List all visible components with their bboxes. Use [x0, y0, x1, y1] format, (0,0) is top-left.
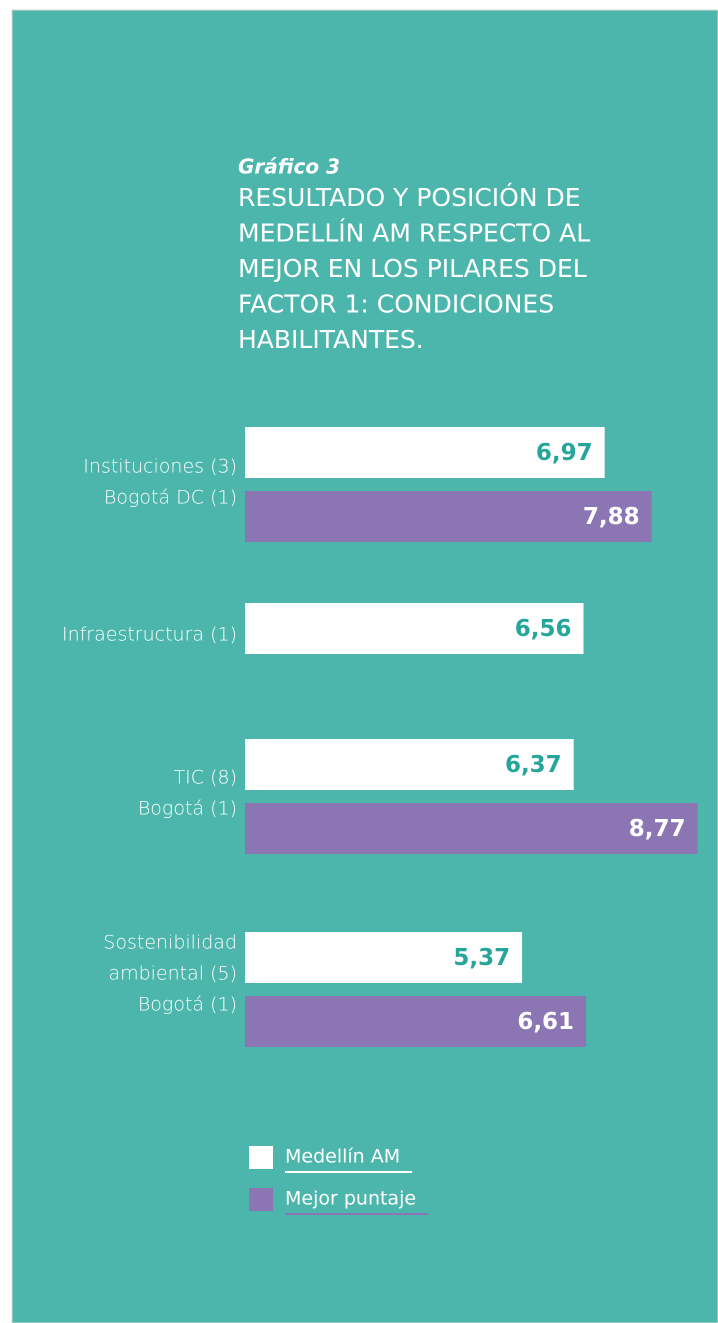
chart-title: HABILITANTES. [238, 325, 424, 354]
category-label: Instituciones (3) [83, 456, 237, 478]
chart-title: FACTOR 1: CONDICIONES [238, 290, 554, 319]
chart-subtitle: Gráfico 3 [238, 155, 340, 179]
chart-title: MEDELLÍN AM RESPECTO AL [238, 219, 590, 248]
data-label: 8,77 [629, 816, 686, 842]
bar [245, 803, 698, 854]
legend-swatch [249, 1188, 273, 1211]
data-label: 6,37 [505, 752, 562, 778]
bar [245, 603, 584, 654]
data-label: 6,61 [517, 1009, 574, 1035]
category-label: Infraestructura (1) [62, 624, 237, 646]
legend-label: Medellín AM [285, 1146, 400, 1168]
category-label: Bogotá (1) [138, 994, 237, 1016]
chart-title: RESULTADO Y POSICIÓN DE [238, 182, 581, 212]
data-label: 6,97 [536, 440, 593, 466]
data-label: 7,88 [583, 504, 640, 530]
category-label: Sostenibilidad [103, 932, 237, 954]
category-label: TIC (8) [174, 767, 237, 789]
bar [245, 932, 523, 983]
bar [245, 739, 574, 790]
data-label: 6,56 [515, 616, 572, 642]
panel [11, 9, 718, 1323]
category-label: Bogotá DC (1) [104, 487, 237, 509]
data-label: 5,37 [453, 945, 510, 971]
bar [245, 996, 587, 1047]
legend-label: Mejor puntaje [285, 1188, 416, 1210]
bar [245, 491, 652, 542]
legend-swatch [249, 1146, 273, 1169]
category-label: Bogotá (1) [138, 798, 237, 820]
bar [245, 427, 605, 478]
category-label: ambiental (5) [108, 963, 237, 985]
chart-title: MEJOR EN LOS PILARES DEL [238, 254, 587, 283]
